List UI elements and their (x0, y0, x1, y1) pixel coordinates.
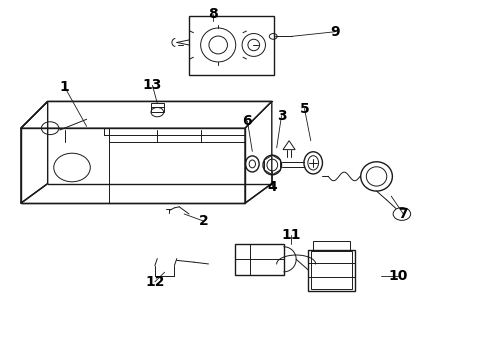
Text: 5: 5 (299, 102, 309, 116)
Text: 8: 8 (208, 7, 218, 21)
Text: 6: 6 (243, 114, 252, 128)
Text: 13: 13 (143, 78, 162, 92)
Bar (235, 244, 284, 275)
Bar (313, 241, 350, 249)
Bar (308, 249, 355, 291)
Text: 7: 7 (398, 207, 408, 221)
Bar (189, 16, 274, 75)
Text: 12: 12 (145, 275, 165, 289)
Text: 1: 1 (60, 80, 70, 94)
Text: 9: 9 (330, 25, 340, 39)
Text: 10: 10 (389, 269, 408, 283)
Bar (311, 251, 352, 289)
Bar (151, 103, 164, 112)
Text: 2: 2 (199, 214, 208, 228)
Text: 3: 3 (277, 109, 286, 123)
Text: 11: 11 (282, 228, 301, 242)
Text: 4: 4 (267, 180, 277, 194)
